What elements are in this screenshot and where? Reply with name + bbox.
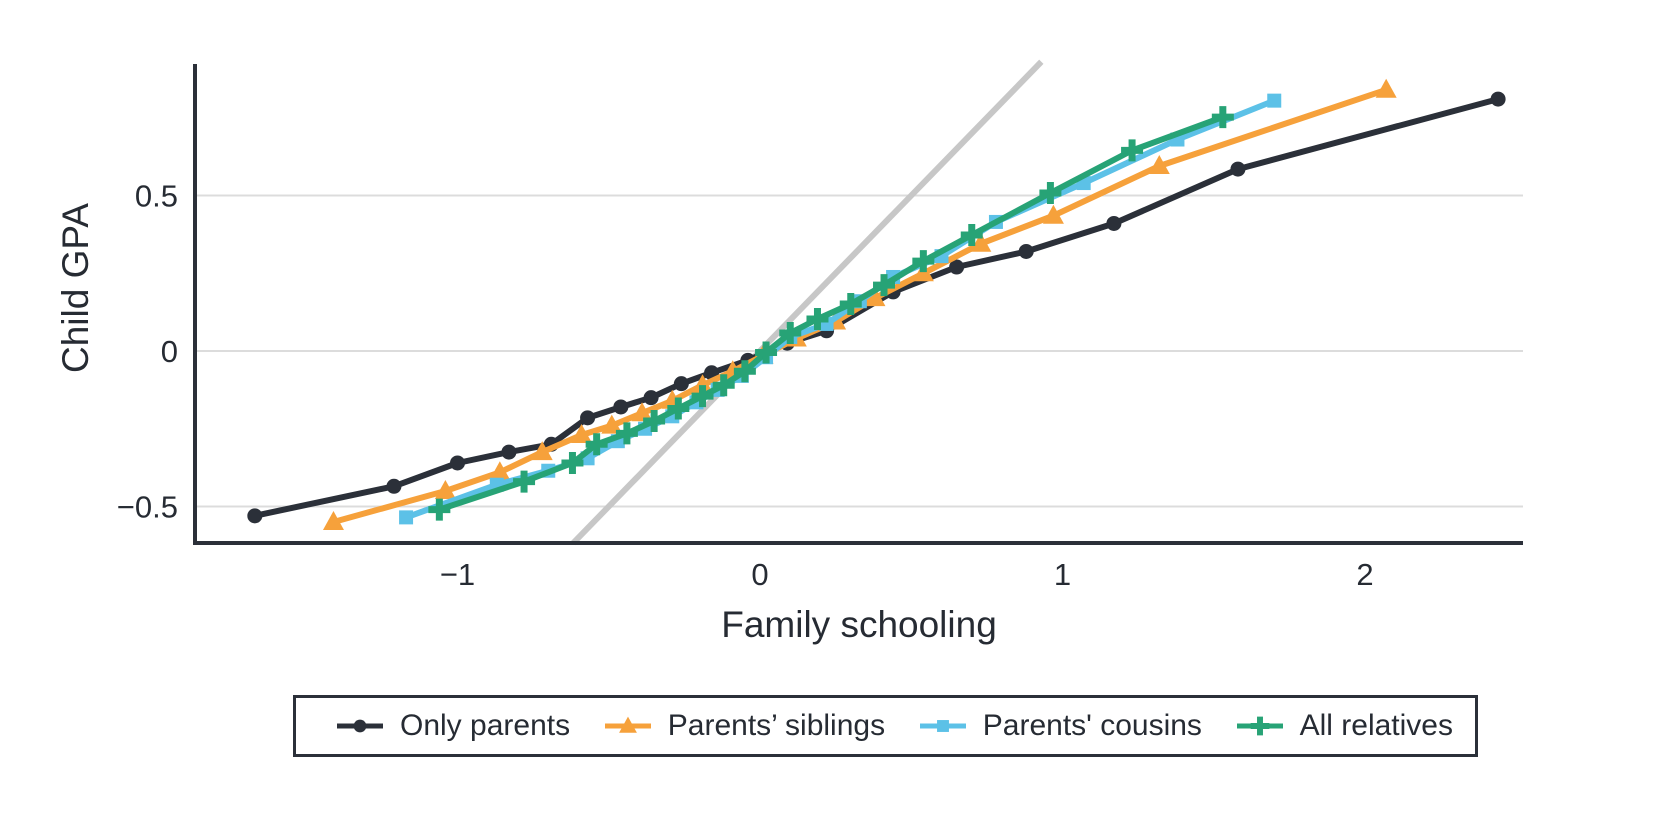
data-point-marker bbox=[970, 232, 992, 252]
legend-item-all-relatives: All relatives bbox=[1236, 711, 1453, 741]
y-axis-title: Child GPA bbox=[55, 203, 96, 373]
data-point-marker bbox=[434, 479, 456, 499]
data-point-marker bbox=[806, 307, 829, 330]
data-point-marker bbox=[561, 451, 584, 474]
data-point-marker bbox=[1018, 243, 1034, 259]
y-tick-label: −0.5 bbox=[117, 490, 178, 525]
data-point-marker bbox=[960, 223, 983, 246]
data-point-marker bbox=[864, 287, 886, 307]
data-point-marker bbox=[631, 402, 653, 422]
data-point-marker bbox=[1039, 182, 1062, 205]
data-point-marker bbox=[1148, 154, 1170, 174]
data-point-marker bbox=[1042, 204, 1064, 224]
legend-label: Only parents bbox=[400, 709, 571, 742]
data-point-marker bbox=[1250, 716, 1269, 736]
data-point-marker bbox=[613, 399, 629, 415]
data-point-marker bbox=[643, 409, 666, 432]
data-point-marker bbox=[580, 410, 596, 426]
identity-reference-line bbox=[570, 59, 1044, 546]
legend-label: Parents' cousins bbox=[982, 709, 1202, 742]
x-axis-title: Family schooling bbox=[721, 604, 997, 645]
data-point-marker bbox=[247, 508, 263, 524]
legend-item-parents-siblings: Parents’ siblings bbox=[604, 711, 885, 741]
data-point-marker bbox=[353, 719, 367, 733]
data-point-marker bbox=[601, 414, 623, 434]
y-tick-label: 0.5 bbox=[135, 179, 178, 214]
data-point-marker bbox=[692, 374, 714, 394]
data-point-marker bbox=[691, 385, 714, 408]
data-point-marker bbox=[936, 720, 949, 732]
data-point-marker bbox=[322, 511, 344, 531]
data-point-marker bbox=[450, 455, 465, 471]
x-tick-label: 0 bbox=[751, 557, 768, 592]
data-point-marker bbox=[585, 433, 608, 456]
data-point-marker bbox=[513, 470, 536, 493]
data-point-marker bbox=[1121, 139, 1144, 162]
data-point-marker bbox=[712, 374, 735, 397]
data-point-marker bbox=[733, 360, 756, 383]
y-tick-label: 0 bbox=[161, 334, 178, 369]
legend-item-parents-cousins: Parents' cousins bbox=[919, 711, 1202, 741]
circle-marker-icon bbox=[337, 719, 383, 733]
data-point-marker bbox=[912, 250, 935, 273]
data-point-marker bbox=[873, 274, 896, 297]
data-point-marker bbox=[1230, 161, 1246, 177]
triangle-marker-icon bbox=[604, 716, 651, 733]
square-marker-icon bbox=[919, 720, 966, 732]
data-point-marker bbox=[1490, 91, 1506, 107]
data-point-marker bbox=[667, 397, 690, 420]
series-line bbox=[251, 96, 1502, 519]
data-point-marker bbox=[949, 259, 965, 275]
data-point-marker bbox=[531, 441, 553, 461]
data-point-marker bbox=[1211, 106, 1234, 129]
data-point-marker bbox=[1267, 93, 1282, 108]
legend: Only parents Parents’ siblings Parents' co… bbox=[293, 695, 1478, 757]
x-tick-label: 2 bbox=[1356, 557, 1373, 592]
series-all-relatives bbox=[428, 106, 1234, 521]
series-only-parents bbox=[247, 91, 1506, 524]
data-point-marker bbox=[501, 444, 517, 460]
legend-item-only-parents: Only parents bbox=[336, 711, 570, 741]
x-tick-label: −1 bbox=[440, 557, 475, 592]
legend-label: Parents’ siblings bbox=[667, 709, 886, 742]
data-point-marker bbox=[673, 376, 689, 392]
data-point-marker bbox=[618, 716, 637, 733]
data-point-marker bbox=[399, 510, 414, 525]
data-point-marker bbox=[386, 478, 402, 494]
data-point-marker bbox=[489, 461, 511, 481]
data-point-marker bbox=[1106, 215, 1122, 231]
x-tick-label: 1 bbox=[1054, 557, 1071, 592]
legend-label: All relatives bbox=[1299, 709, 1453, 742]
data-point-marker bbox=[428, 498, 451, 521]
data-point-marker bbox=[615, 422, 638, 445]
data-point-marker bbox=[571, 423, 593, 443]
data-point-marker bbox=[1375, 78, 1397, 98]
data-point-marker bbox=[839, 293, 862, 316]
plus-marker-icon bbox=[1236, 716, 1283, 736]
data-point-marker bbox=[755, 341, 778, 364]
data-point-marker bbox=[643, 390, 659, 406]
data-point-marker bbox=[779, 321, 802, 344]
